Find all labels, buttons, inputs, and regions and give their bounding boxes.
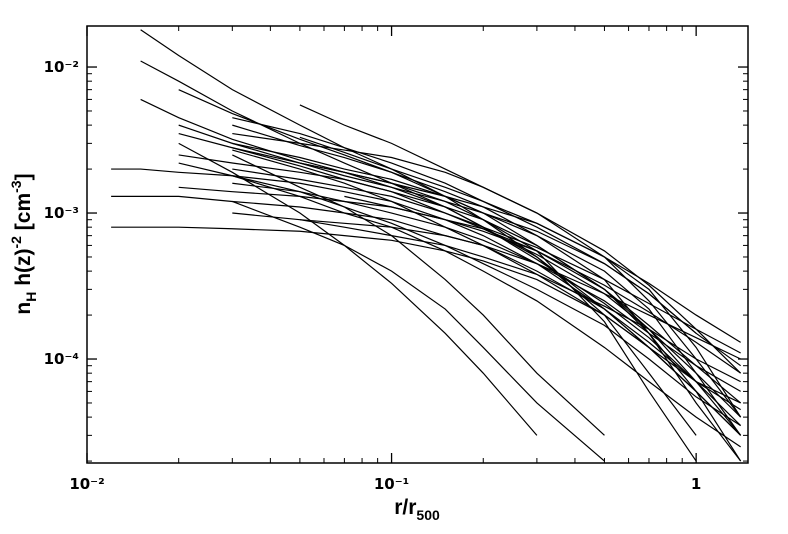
x-tick-label: 10⁻¹ [374,475,409,493]
axis-label-part: 500 [416,507,440,523]
axis-label-part: -2 [8,236,24,249]
profile-line [299,219,741,383]
profile-line [232,149,741,404]
profile-line [299,136,741,343]
profile-line [140,98,697,436]
axis-label-part: [cm [12,193,35,236]
profile-line [232,132,742,418]
profile-line [178,154,742,462]
profile-line [111,195,742,427]
y-tick-label: 10⁻³ [44,204,79,222]
profile-line [232,147,742,418]
profile-line [232,212,741,360]
profile-line [178,89,742,404]
y-tick-label: 10⁻² [44,58,79,76]
axis-label-part: n [12,302,35,315]
plot-frame [86,25,749,464]
profile-line [178,162,741,427]
profile-line [232,142,742,436]
profile-line [232,168,741,354]
x-tick-label: 10⁻² [69,475,104,493]
profile-line [178,124,697,334]
axis-label-part: -3 [8,180,24,193]
profile-line [232,154,605,436]
profile-line [344,195,742,436]
axis-label-part: ] [12,173,35,180]
profile-line [232,200,605,462]
profile-line [299,104,742,374]
plot-area [111,29,742,462]
axis-label-part: H [23,292,39,302]
axis-label-part: r/r [394,496,416,519]
axis-label-part: h(z) [12,248,35,291]
x-axis-label: r/r500 [394,496,440,523]
x-tick-label: 1 [691,475,701,493]
profile-line [178,186,741,374]
y-axis-label: nH h(z)-2 [cm-3] [8,173,39,314]
profile-line [178,133,742,418]
y-tick-label: 10⁻⁴ [44,350,79,368]
